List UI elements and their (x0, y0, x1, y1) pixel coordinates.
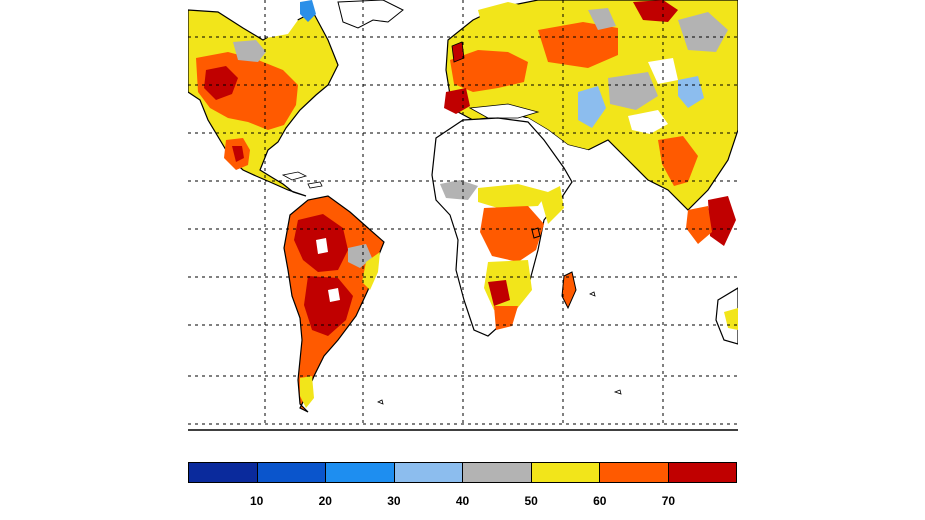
brazil-east-yellow (362, 252, 380, 290)
amazon-white-2 (328, 288, 340, 302)
colorbar (188, 462, 737, 483)
central-africa-high (480, 206, 544, 262)
brazil-veryhigh (304, 276, 353, 336)
scandinavia-yellow (478, 2, 533, 40)
island-3 (589, 291, 596, 297)
colorbar-segment (530, 463, 599, 482)
south-america (283, 195, 385, 413)
north-america (188, 0, 404, 197)
island-2 (377, 399, 384, 405)
colorbar-tick-label: 60 (593, 494, 607, 508)
india-high (658, 136, 698, 186)
greenland-outline (337, 0, 404, 29)
himalaya-white (628, 110, 668, 134)
canada-north-white (248, 10, 298, 38)
east-siberia-gray (678, 12, 728, 52)
europe-high (450, 50, 528, 92)
south-africa-high (494, 306, 518, 330)
amazon-white-1 (316, 238, 328, 254)
colorbar-segment (667, 463, 736, 482)
russia-high (538, 22, 618, 68)
colorbar-segment (256, 463, 325, 482)
russia-gray (588, 8, 616, 30)
colorbar-tick-label: 50 (524, 494, 538, 508)
canada-gray (233, 40, 266, 62)
siberia-veryhigh (633, 0, 678, 22)
arctic-blue-1 (300, 0, 316, 22)
colorbar-tick-label: 40 (455, 494, 470, 508)
east-africa-yellow (540, 186, 564, 224)
eurasia (444, 0, 738, 246)
caribbean-islands (281, 171, 323, 189)
madagascar (561, 271, 577, 310)
lake-victoria (531, 227, 541, 239)
colorbar-segment (393, 463, 462, 482)
colorbar-segment (462, 463, 531, 482)
colorbar-segment (325, 463, 394, 482)
colorbar-tick-label: 30 (387, 494, 401, 508)
australia-edge (715, 287, 738, 345)
colorbar-segment (189, 463, 257, 482)
patagonia-yellow (300, 376, 314, 408)
central-asia-lightblue (578, 86, 606, 128)
uk-island (451, 41, 465, 63)
southeast-asia-high (686, 206, 712, 244)
sahel-gray (440, 180, 478, 200)
colorbar-tick-label: 70 (661, 494, 676, 508)
world-map (188, 0, 738, 431)
colorbar-tick-labels: 10 20 30 40 50 60 70 (188, 494, 737, 510)
mexico-veryhigh (232, 146, 244, 162)
southern-africa-veryhigh (488, 280, 510, 306)
map-panel (188, 0, 738, 432)
gridlines (188, 0, 738, 425)
sahel-yellow (478, 184, 548, 208)
colorbar-tick-label: 20 (318, 494, 332, 508)
africa (431, 117, 577, 337)
kazakh-gray (608, 72, 658, 110)
east-asia-lightblue (678, 76, 704, 108)
colorbar-tick-label: 10 (249, 494, 264, 508)
island-1 (613, 389, 622, 395)
small-islands (377, 291, 622, 405)
colorbar-segment (599, 463, 668, 482)
southeast-asia-veryhigh (708, 196, 736, 246)
usa-veryhigh-patch (204, 66, 238, 100)
mediterranean-sea (468, 103, 540, 119)
